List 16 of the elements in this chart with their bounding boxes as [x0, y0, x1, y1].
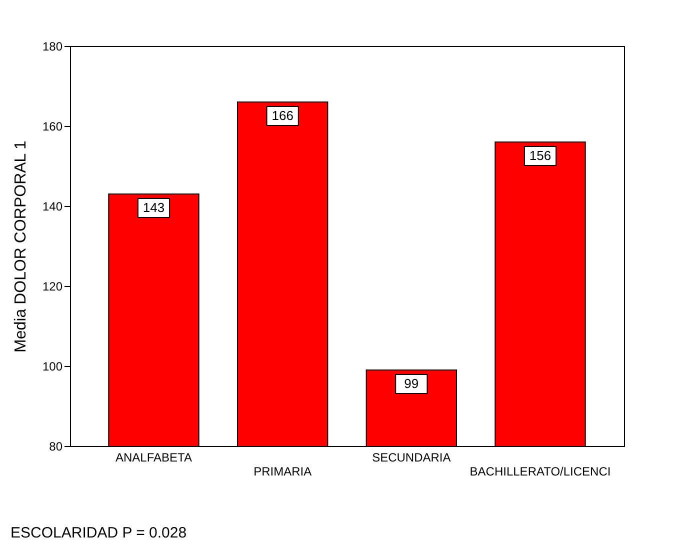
x-axis-title: ESCOLARIDAD P = 0.028	[10, 524, 187, 542]
y-tick-label: 80	[49, 440, 63, 454]
x-tick-label: PRIMARIA	[254, 464, 312, 478]
y-axis-title: Media DOLOR CORPORAL 1	[12, 140, 30, 352]
x-tick-label: BACHILLERATO/LICENCI	[470, 464, 611, 478]
y-tick-label: 100	[42, 360, 63, 374]
data-label: 99	[404, 376, 419, 391]
y-tick-label: 160	[42, 120, 63, 134]
x-tick-label: SECUNDARIA	[372, 450, 451, 464]
data-label: 166	[272, 108, 294, 123]
y-tick-label: 140	[42, 200, 63, 214]
data-label: 156	[529, 148, 552, 163]
x-tick-label: ANALFABETA	[116, 450, 192, 464]
y-tick-label: 180	[42, 40, 63, 54]
data-label: 143	[142, 200, 165, 215]
y-tick-label: 120	[42, 280, 63, 294]
